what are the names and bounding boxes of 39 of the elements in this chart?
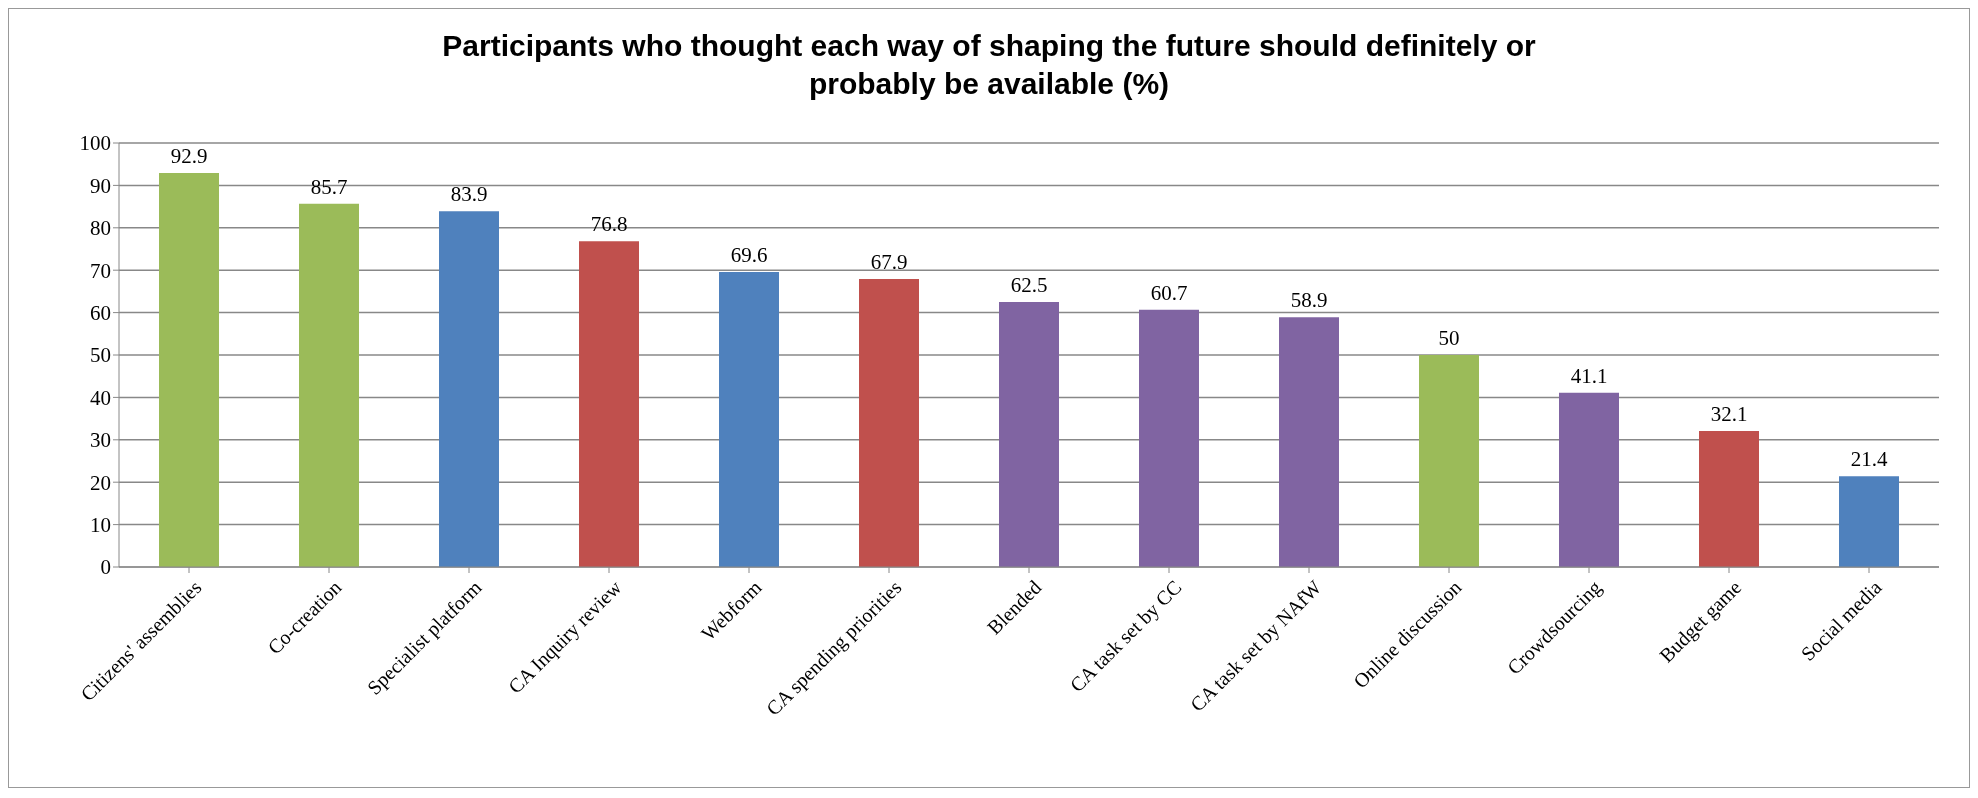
y-tick-label: 100: [79, 131, 111, 156]
bar: [1559, 392, 1619, 567]
data-label: 62.5: [1010, 273, 1048, 297]
data-label: 41.1: [1570, 363, 1608, 388]
data-label: 58.9: [1290, 288, 1328, 313]
x-tick-label: CA task set by CC: [1065, 575, 1187, 697]
bar: [1139, 309, 1199, 567]
bar: [159, 173, 219, 567]
bar: [1699, 430, 1759, 567]
data-label: 60.7: [1150, 280, 1188, 305]
data-label: 69.6: [730, 242, 768, 267]
y-tick-label: 70: [90, 258, 111, 283]
data-label: 32.1: [1710, 401, 1748, 426]
bar: [1279, 317, 1339, 567]
y-tick-label: 30: [90, 428, 111, 453]
y-tick-label: 20: [90, 470, 111, 495]
bar: [1419, 355, 1479, 567]
data-label: 21.4: [1850, 447, 1888, 472]
data-label: 76.8: [590, 212, 628, 237]
y-tick-label: 60: [90, 301, 111, 326]
data-label: 92.9: [170, 144, 208, 169]
y-tick-label: 0: [100, 555, 111, 580]
bar: [439, 211, 499, 567]
chart-title: Participants who thought each way of shaping the future should definitely or probably be available (%): [441, 28, 1537, 102]
bar: [579, 241, 639, 567]
data-label: 50: [1438, 326, 1460, 350]
data-label: 85.7: [310, 174, 348, 199]
data-label: 67.9: [870, 250, 908, 275]
bar: [1839, 476, 1899, 567]
data-label: 83.9: [450, 182, 488, 207]
y-tick-label: 90: [90, 173, 111, 198]
bar: [719, 271, 779, 567]
y-tick-label: 80: [90, 216, 111, 241]
bar: [859, 279, 919, 567]
y-tick-label: 50: [90, 343, 111, 368]
bar: [999, 302, 1059, 567]
bar: [299, 203, 359, 567]
y-tick-label: 40: [90, 385, 111, 410]
y-tick-label: 10: [90, 513, 111, 538]
